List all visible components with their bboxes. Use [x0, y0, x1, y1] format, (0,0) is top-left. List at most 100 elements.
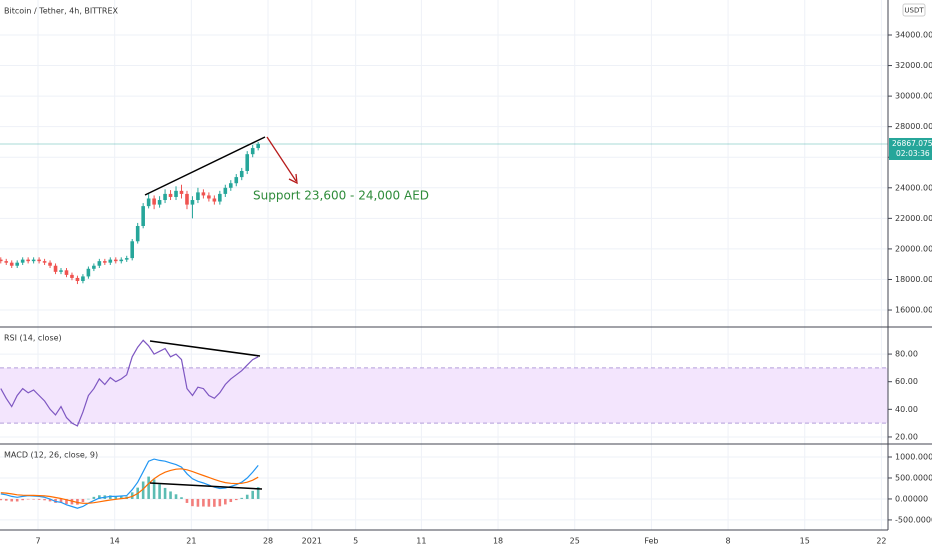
x-tick-label: 15	[800, 537, 810, 546]
candle-body	[31, 259, 36, 262]
candle-body	[103, 261, 107, 263]
y-tick-label: 24000.00000	[895, 183, 932, 192]
histogram-bar	[76, 498, 79, 505]
histogram-bar	[21, 498, 24, 501]
candle-body	[174, 190, 178, 197]
y-tick-label: 40.00	[895, 405, 918, 414]
x-tick-label: 2021	[302, 537, 322, 546]
rsi-title: RSI (14, close)	[4, 334, 62, 343]
candle-body	[190, 200, 195, 205]
histogram-bar	[174, 494, 178, 499]
candle-body	[196, 192, 200, 201]
y-tick-label: -500.00000	[895, 515, 932, 524]
histogram-bar	[202, 498, 205, 507]
candle-body	[59, 270, 63, 272]
y-tick-label: 16000.00000	[895, 306, 932, 315]
histogram-bar	[119, 496, 123, 499]
candle-body	[201, 192, 206, 196]
trend-line	[144, 136, 266, 196]
candle-body	[81, 276, 85, 282]
histogram-bar	[180, 497, 183, 499]
x-tick-label: Feb	[644, 537, 658, 546]
macd-trend-line	[149, 482, 263, 490]
candle-body	[218, 193, 222, 202]
histogram-bar	[245, 494, 249, 499]
y-tick-label: 20000.00000	[895, 244, 932, 253]
histogram-bar	[196, 498, 200, 507]
candle-body	[152, 198, 156, 205]
y-tick-label: 0.00000	[895, 494, 928, 503]
candle-body	[135, 225, 140, 242]
chart-title: Bitcoin / Tether, 4h, BITTREX	[4, 7, 119, 16]
candle-body	[9, 262, 14, 266]
candle-body	[234, 177, 239, 184]
grid-layer	[0, 0, 888, 530]
x-tick-label: 25	[570, 537, 580, 546]
candle-body	[42, 261, 47, 263]
x-tick-label: 8	[726, 537, 731, 546]
candle-body	[130, 241, 135, 259]
histogram-bar	[169, 491, 172, 499]
candle-body	[4, 261, 9, 263]
candle-body	[207, 195, 211, 199]
rsi-trend-line	[149, 340, 261, 357]
y-tick-label: 32000.00000	[895, 61, 932, 70]
indicator-line	[0, 458, 259, 509]
candle-body	[179, 190, 184, 194]
histogram-bar	[207, 498, 211, 507]
candle-body	[86, 268, 91, 277]
candle-body	[53, 265, 58, 272]
candle-body	[124, 258, 129, 260]
x-tick-label: 11	[416, 537, 426, 546]
rsi-band	[0, 367, 888, 424]
y-tick-label: 30000.00000	[895, 92, 932, 101]
last-price-box	[889, 137, 932, 160]
histogram-bar	[81, 498, 85, 503]
histogram-bar	[213, 498, 216, 507]
candle-body	[0, 259, 3, 262]
histogram-bar	[48, 498, 52, 502]
candle-body	[92, 265, 96, 269]
histogram-bar	[224, 498, 227, 505]
y-tick-label: 20.00	[895, 432, 918, 441]
histogram-bar	[240, 497, 244, 499]
histogram-bar	[59, 498, 63, 503]
histogram-bar	[163, 487, 167, 499]
candle-body	[250, 148, 255, 155]
histogram-bar	[256, 487, 260, 499]
indicator-line	[0, 468, 259, 504]
candle-body	[256, 143, 260, 149]
x-tick-label: 22	[876, 537, 886, 546]
currency-badge[interactable]	[902, 3, 926, 17]
y-tick-label: 500.00000	[895, 473, 932, 482]
candle-body	[108, 259, 113, 263]
candle-body	[70, 274, 74, 278]
candle-body	[37, 259, 41, 262]
histogram-bar	[152, 479, 156, 499]
arrow-head	[288, 173, 298, 185]
x-tick-label: 7	[35, 537, 40, 546]
candle-body	[141, 206, 145, 226]
candle-body	[119, 259, 124, 262]
last-price-label: 26867.07503	[892, 139, 932, 148]
histogram-bar	[114, 496, 118, 499]
y-tick-label: 60.00	[895, 377, 918, 386]
x-tick-label: 21	[186, 537, 196, 546]
y-tick-label: 18000.00000	[895, 275, 932, 284]
currency-label: USDT	[904, 7, 924, 15]
y-tick-label: 34000.00000	[895, 30, 932, 39]
histogram-bar	[251, 490, 254, 499]
histogram-bar	[191, 498, 194, 507]
x-tick-label: 28	[263, 537, 273, 546]
candle-body	[245, 154, 250, 171]
histogram-bar	[141, 481, 145, 499]
candle-body	[239, 170, 244, 178]
histogram-bar	[158, 484, 161, 499]
candle-body	[113, 259, 118, 262]
candle-body	[97, 261, 102, 266]
candle-body	[20, 259, 25, 263]
histogram-bar	[10, 498, 14, 502]
arrow-line	[266, 136, 297, 182]
